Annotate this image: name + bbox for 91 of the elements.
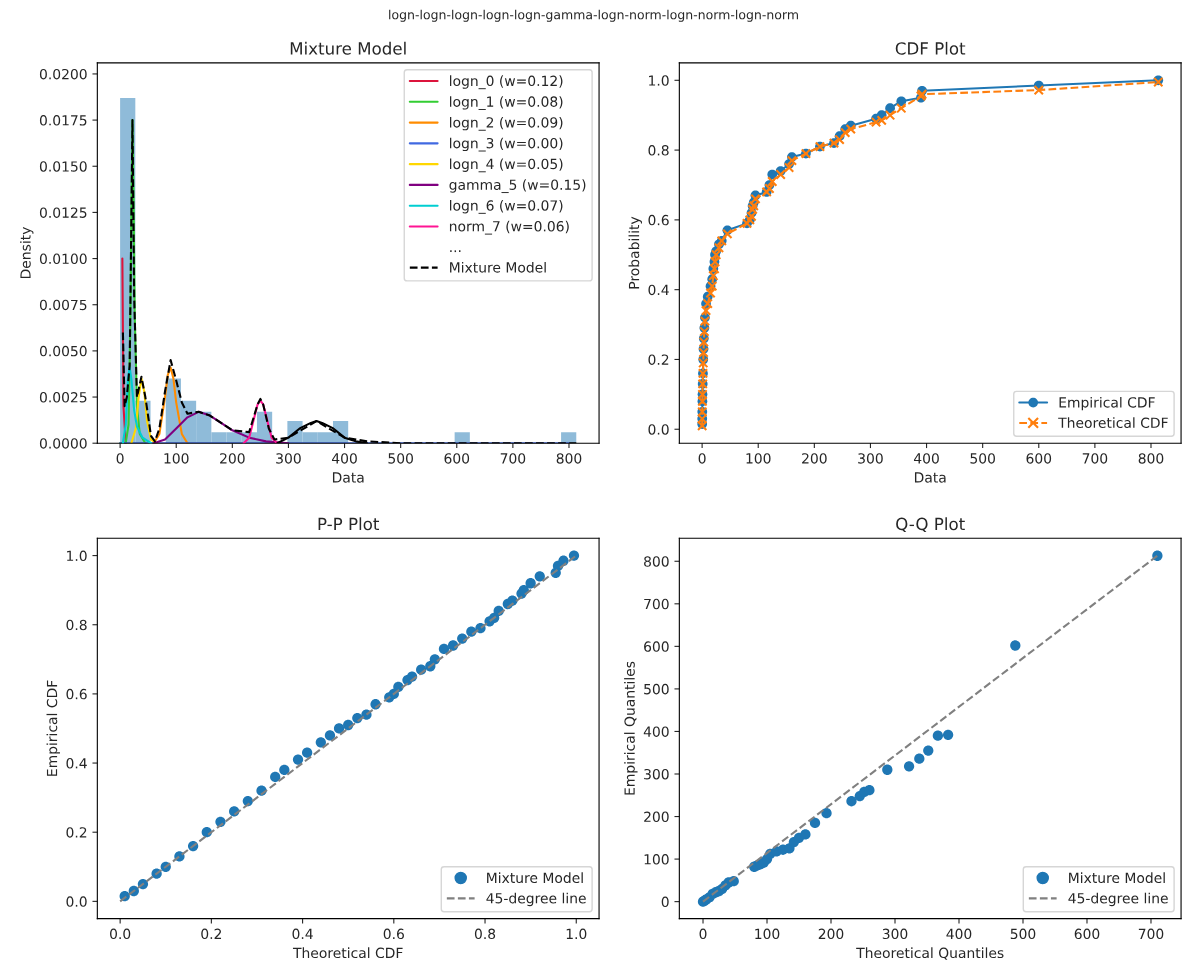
y-tick-label: 0.6 [648, 214, 669, 226]
x-tick-label: 300 [882, 928, 908, 940]
y-tick-label: 0.2 [648, 354, 669, 365]
y-tick-label: 0.8 [66, 619, 87, 631]
x-tick-label: 0 [699, 928, 707, 940]
y-tick-label: 500 [644, 683, 669, 695]
x-tick-label: 0.4 [292, 928, 313, 940]
x-tick-label: 600 [1074, 928, 1100, 940]
y-axis-title: Empirical CDF [46, 680, 60, 776]
legend-label: Theoretical CDF [1058, 417, 1168, 429]
legend-label: Empirical CDF [1059, 396, 1155, 411]
chart-title: CDF Plot [895, 41, 966, 55]
x-tick-label: 800 [556, 453, 582, 464]
x-tick-label: 400 [946, 928, 972, 940]
y-tick-label: 800 [644, 556, 669, 567]
y-tick-label: 0.0075 [39, 299, 87, 311]
y-tick-label: 0.0150 [39, 161, 87, 172]
x-tick-label: 700 [500, 453, 526, 464]
x-axis-title: Theoretical CDF [292, 947, 403, 959]
legend-label: logn_6 (w=0.07) [450, 199, 563, 214]
y-tick-label: 0.6 [66, 688, 87, 700]
x-tick-label: 700 [1138, 928, 1164, 940]
x-tick-label: 0 [116, 453, 124, 464]
legend-label: Mixture Model [450, 261, 546, 273]
x-tick-label: 300 [276, 453, 301, 464]
legend-label: Mixture Model [1069, 872, 1165, 884]
x-tick-label: 100 [746, 453, 771, 464]
y-tick-label: 100 [644, 854, 669, 865]
x-tick-label: 200 [220, 453, 245, 464]
y-tick-label: 0.2 [66, 827, 87, 838]
chart-title: Q-Q Plot [896, 517, 965, 533]
y-axis-title: Density [20, 227, 34, 279]
x-tick-label: 0.0 [110, 928, 131, 940]
legend-label: gamma_5 (w=0.15) [449, 179, 586, 194]
legend-label: logn_2 (w=0.09) [450, 116, 563, 131]
legend-label: 45-degree line [486, 892, 586, 907]
x-tick-label: 100 [164, 453, 189, 464]
y-tick-label: 300 [644, 768, 669, 780]
legend-label: norm_7 (w=0.06) [449, 220, 569, 235]
chart-title: P-P Plot [318, 517, 380, 531]
y-tick-label: 1.0 [67, 550, 87, 562]
y-tick-label: 1.0 [649, 75, 669, 86]
y-axis-title: Empirical Quantiles [624, 661, 638, 795]
y-tick-label: 0.8 [648, 145, 669, 156]
y-tick-label: 0.0100 [39, 253, 87, 265]
y-tick-label: 0.0000 [39, 438, 87, 449]
legend-label: logn_4 (w=0.05) [450, 158, 563, 173]
x-tick-label: 600 [444, 453, 470, 464]
x-axis-title: Theoretical Quantiles [856, 947, 1004, 960]
legend-label: logn_0 (w=0.12) [450, 75, 563, 90]
legend-label: Mixture Model [487, 872, 583, 884]
y-tick-label: 0.0175 [39, 115, 87, 126]
x-tick-label: 700 [1082, 453, 1108, 464]
x-tick-label: 0.6 [383, 928, 404, 940]
x-tick-label: 100 [755, 928, 780, 940]
y-tick-label: 400 [643, 726, 669, 737]
x-tick-label: 0.8 [474, 928, 496, 940]
x-tick-label: 500 [970, 453, 995, 464]
x-tick-label: 200 [818, 928, 844, 940]
y-tick-label: 0.4 [66, 758, 87, 769]
y-tick-label: 0.0200 [39, 68, 87, 80]
y-tick-label: 0.0 [66, 896, 87, 907]
x-tick-label: 400 [913, 453, 939, 464]
x-tick-label: 400 [331, 453, 357, 464]
y-axis-title: Probability [628, 216, 642, 289]
text: logn-logn-logn-logn-logn-gamma-logn-norm-logn-norm-logn-norm [389, 9, 798, 22]
annotation: ... [450, 250, 461, 253]
x-axis-title: Data [332, 472, 364, 483]
y-tick-label: 0.4 [648, 284, 669, 296]
y-tick-label: 700 [644, 598, 669, 610]
chart-title: Mixture Model [290, 41, 406, 55]
x-tick-label: 500 [388, 453, 413, 464]
x-tick-label: 200 [802, 453, 827, 464]
y-tick-label: 0.0125 [39, 207, 87, 218]
x-tick-label: 0 [698, 453, 706, 464]
legend-label: 45-degree line [1068, 892, 1168, 907]
legend-label: logn_1 (w=0.08) [450, 96, 563, 110]
x-axis-title: Data [914, 472, 946, 483]
y-tick-label: 200 [644, 811, 669, 823]
y-tick-label: 0.0025 [39, 392, 87, 403]
y-tick-label: 0.0050 [39, 345, 87, 357]
x-tick-label: 800 [1138, 453, 1164, 464]
x-tick-label: 0.2 [201, 928, 222, 940]
y-tick-label: 600 [644, 641, 669, 652]
x-tick-label: 600 [1026, 453, 1052, 464]
legend-label: logn_3 (w=0.00) [450, 137, 563, 152]
x-tick-label: 300 [858, 453, 883, 464]
y-tick-label: 0 [661, 896, 669, 908]
x-tick-label: 1.0 [566, 928, 587, 940]
y-tick-label: 0.0 [648, 424, 669, 435]
x-tick-label: 500 [1010, 928, 1036, 940]
